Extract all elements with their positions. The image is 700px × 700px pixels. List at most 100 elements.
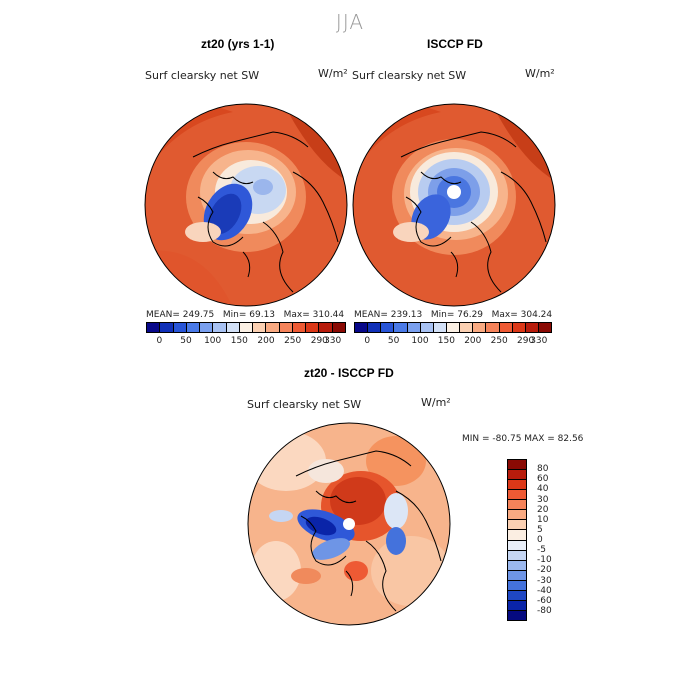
colorbar-swatch — [508, 480, 526, 491]
colorbar-swatch — [279, 323, 293, 332]
colorbar-tick-label: -10 — [537, 555, 552, 566]
model-panel-title: zt20 (yrs 1-1) — [201, 37, 275, 51]
obs-panel-title: ISCCP FD — [427, 37, 483, 51]
colorbar-swatch — [508, 550, 526, 561]
colorbar-tick-label: 40 — [537, 484, 549, 495]
colorbar-tick-label: 0 — [156, 336, 163, 346]
colorbar-tick-label: 290 — [310, 336, 328, 346]
colorbar-swatch — [355, 323, 369, 332]
diff-colorbar-ticks: 80 60 40 30 20 10 5 0 -5 -10 -20 -30 -40 -60 -80 — [537, 459, 567, 621]
colorbar-swatch — [508, 530, 526, 541]
colorbar-swatch — [253, 323, 267, 332]
colorbar-tick-label: 80 — [537, 464, 549, 475]
colorbar-swatch — [508, 490, 526, 501]
colorbar-swatch — [473, 323, 487, 332]
obs-min-value: 76.29 — [457, 310, 484, 320]
colorbar-swatch — [433, 323, 447, 332]
colorbar-swatch — [306, 323, 320, 332]
model-min-label: Min= — [222, 310, 247, 320]
colorbar-swatch — [213, 323, 227, 332]
diff-colorbar — [507, 459, 527, 621]
colorbar-tick-label: 0 — [364, 336, 371, 346]
model-mean-label: MEAN= — [146, 310, 180, 320]
colorbar-swatch — [460, 323, 474, 332]
obs-colorbar-ticks: 0 50 100 150 200 250 290 330 — [354, 336, 552, 348]
colorbar-swatch — [508, 540, 526, 551]
colorbar-tick-label: 250 — [490, 336, 508, 346]
obs-colorbar — [354, 322, 552, 333]
colorbar-tick-label: 100 — [411, 336, 429, 346]
colorbar-swatch — [508, 460, 526, 471]
colorbar-swatch — [292, 323, 307, 332]
colorbar-tick-label: 30 — [537, 494, 549, 505]
colorbar-tick-label: 10 — [537, 514, 549, 525]
colorbar-swatch — [226, 323, 240, 332]
colorbar-swatch — [200, 323, 214, 332]
colorbar-swatch — [446, 323, 461, 332]
model-colorbar-ticks: 0 50 100 150 200 250 290 330 — [146, 336, 346, 348]
diff-units-label: W/m² — [421, 396, 451, 409]
colorbar-swatch — [508, 580, 526, 591]
colorbar-tick-label: 290 — [517, 336, 535, 346]
colorbar-tick-label: -5 — [537, 545, 546, 556]
colorbar-tick-label: -30 — [537, 575, 552, 586]
colorbar-swatch — [508, 590, 526, 601]
obs-mean-value: 239.13 — [390, 310, 423, 320]
colorbar-tick-label: 150 — [437, 336, 455, 346]
colorbar-swatch — [381, 323, 395, 332]
colorbar-swatch — [512, 323, 526, 332]
model-min-value: 69.13 — [249, 310, 276, 320]
colorbar-tick-label: 200 — [464, 336, 482, 346]
colorbar-swatch — [525, 323, 539, 332]
season-title: JJA — [335, 10, 365, 34]
colorbar-swatch — [332, 323, 345, 332]
obs-stats: MEAN= 239.13 Min= 76.29 Max= 304.24 — [354, 310, 552, 320]
diff-panel-title: zt20 - ISCCP FD — [304, 366, 394, 380]
model-mean-value: 249.75 — [182, 310, 215, 320]
model-colorbar — [146, 322, 346, 333]
colorbar-swatch — [508, 510, 526, 521]
obs-max-label: Max= — [491, 310, 518, 320]
obs-field-label: Surf clearsky net SW — [352, 69, 467, 82]
colorbar-tick-label: -60 — [537, 595, 552, 606]
colorbar-swatch — [508, 610, 526, 620]
colorbar-tick-label: 50 — [180, 336, 192, 346]
colorbar-tick-label: 330 — [530, 336, 548, 346]
colorbar-swatch — [394, 323, 408, 332]
colorbar-swatch — [239, 323, 254, 332]
colorbar-swatch — [368, 323, 382, 332]
colorbar-swatch — [486, 323, 500, 332]
colorbar-swatch — [538, 323, 552, 332]
colorbar-swatch — [173, 323, 187, 332]
model-stats: MEAN= 249.75 Min= 69.13 Max= 310.44 — [146, 310, 344, 320]
colorbar-swatch — [508, 560, 526, 571]
colorbar-tick-label: -20 — [537, 565, 552, 576]
diff-field-label: Surf clearsky net SW — [247, 398, 362, 411]
colorbar-swatch — [508, 470, 526, 481]
colorbar-tick-label: -80 — [537, 605, 552, 616]
colorbar-tick-label: 5 — [537, 524, 543, 535]
colorbar-swatch — [508, 520, 526, 531]
obs-max-value: 304.24 — [520, 310, 553, 320]
colorbar-swatch — [420, 323, 434, 332]
colorbar-swatch — [499, 323, 513, 332]
colorbar-swatch — [147, 323, 161, 332]
model-units-label: W/m² — [318, 67, 348, 80]
colorbar-tick-label: 200 — [257, 336, 275, 346]
obs-polar-map — [352, 103, 556, 307]
model-max-label: Max= — [283, 310, 310, 320]
obs-mean-label: MEAN= — [354, 310, 388, 320]
colorbar-swatch — [266, 323, 280, 332]
colorbar-tick-label: 50 — [387, 336, 400, 346]
colorbar-swatch — [508, 500, 526, 511]
colorbar-swatch — [508, 570, 526, 581]
colorbar-swatch — [186, 323, 201, 332]
diff-polar-map — [247, 422, 451, 626]
colorbar-swatch — [508, 600, 526, 611]
colorbar-tick-label: 330 — [324, 336, 342, 346]
diff-stats: MIN = -80.75 MAX = 82.56 — [462, 434, 584, 444]
colorbar-swatch — [160, 323, 174, 332]
colorbar-tick-label: 150 — [230, 336, 248, 346]
obs-min-label: Min= — [430, 310, 455, 320]
obs-units-label: W/m² — [525, 67, 555, 80]
